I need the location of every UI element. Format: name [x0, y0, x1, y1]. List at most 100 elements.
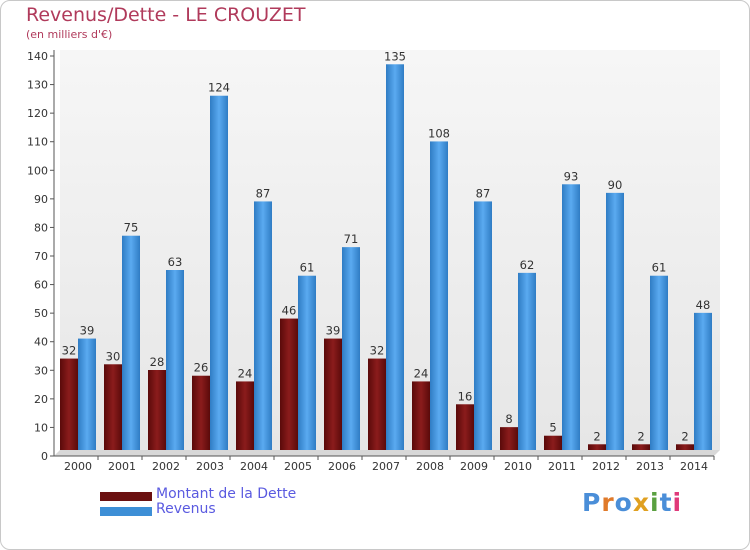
- data-label-dette: 30: [106, 349, 121, 363]
- bar-dette: [632, 444, 650, 450]
- data-label-dette: 46: [282, 304, 297, 318]
- bar-revenus: [606, 192, 624, 450]
- x-tick-label: 2012: [592, 460, 620, 473]
- bar-revenus: [518, 272, 536, 450]
- y-tick-label: 60: [34, 279, 48, 292]
- data-label-dette: 2: [637, 429, 644, 443]
- data-label-revenus: 124: [208, 81, 230, 95]
- data-label-dette: 32: [62, 344, 77, 358]
- y-tick-label: 90: [34, 193, 48, 206]
- y-tick-label: 80: [34, 221, 48, 234]
- logo-letter: i: [672, 488, 683, 517]
- bar-dette: [456, 404, 474, 450]
- legend-label-dette: Montant de la Dette: [156, 486, 297, 502]
- y-tick-label: 130: [27, 79, 48, 92]
- x-tick-label: 2011: [548, 460, 576, 473]
- data-label-revenus: 135: [384, 49, 406, 63]
- bar-revenus: [298, 275, 316, 450]
- data-label-dette: 39: [326, 324, 341, 338]
- x-tick-label: 2009: [460, 460, 488, 473]
- data-label-revenus: 90: [608, 178, 623, 192]
- bar-revenus: [474, 201, 492, 450]
- data-label-dette: 2: [593, 429, 600, 443]
- y-tick-label: 0: [41, 450, 48, 463]
- logo-letter: P: [582, 488, 602, 517]
- logo-letter: r: [601, 488, 615, 517]
- data-label-revenus: 61: [652, 261, 667, 275]
- data-label-dette: 28: [150, 355, 165, 369]
- x-tick-label: 2002: [152, 460, 180, 473]
- data-label-revenus: 87: [476, 186, 491, 200]
- plot-floor: [54, 450, 720, 456]
- chart-title: Revenus/Dette - LE CROUZET: [26, 4, 306, 26]
- bar-revenus: [210, 95, 228, 450]
- bar-dette: [60, 358, 78, 450]
- logo-letter: i: [650, 488, 660, 517]
- bar-revenus: [694, 312, 712, 450]
- x-tick-label: 2000: [64, 460, 92, 473]
- x-tick-label: 2001: [108, 460, 136, 473]
- data-label-revenus: 87: [256, 186, 271, 200]
- bar-dette: [544, 435, 562, 450]
- y-tick-label: 100: [27, 164, 48, 177]
- data-label-dette: 24: [238, 366, 253, 380]
- bar-dette: [104, 364, 122, 450]
- y-tick-label: 120: [27, 107, 48, 120]
- bar-dette: [588, 444, 606, 450]
- data-label-revenus: 61: [300, 261, 315, 275]
- x-tick-label: 2014: [680, 460, 708, 473]
- x-tick-label: 2004: [240, 460, 268, 473]
- bar-revenus: [386, 64, 404, 451]
- bar-revenus: [78, 338, 96, 450]
- y-tick-label: 110: [27, 136, 48, 149]
- data-label-dette: 26: [194, 361, 209, 375]
- y-tick-label: 50: [34, 307, 48, 320]
- bar-dette: [280, 318, 298, 450]
- y-tick-label: 40: [34, 336, 48, 349]
- y-tick-label: 70: [34, 250, 48, 263]
- x-tick-label: 2003: [196, 460, 224, 473]
- chart-subtitle: (en milliers d'€): [26, 28, 113, 41]
- data-label-dette: 8: [505, 412, 512, 426]
- data-label-dette: 16: [458, 389, 473, 403]
- bar-dette: [192, 375, 210, 450]
- data-label-revenus: 62: [520, 258, 535, 272]
- bar-revenus: [122, 235, 140, 450]
- bar-dette: [368, 358, 386, 450]
- data-label-dette: 2: [681, 429, 688, 443]
- bar-revenus: [562, 184, 580, 451]
- proxiti-logo: Proxiti: [582, 488, 682, 517]
- bar-revenus: [254, 201, 272, 450]
- x-tick-label: 2008: [416, 460, 444, 473]
- legend-label-revenus: Revenus: [156, 501, 216, 517]
- data-label-revenus: 63: [168, 255, 183, 269]
- data-label-dette: 24: [414, 366, 429, 380]
- legend-swatch-dette: [100, 492, 152, 501]
- bar-revenus: [650, 275, 668, 450]
- data-label-dette: 32: [370, 344, 385, 358]
- logo-letter: t: [659, 488, 673, 517]
- x-tick-label: 2007: [372, 460, 400, 473]
- x-tick-label: 2006: [328, 460, 356, 473]
- bar-revenus: [342, 247, 360, 450]
- data-label-revenus: 48: [696, 298, 711, 312]
- bar-dette: [324, 338, 342, 450]
- bar-dette: [500, 427, 518, 450]
- data-label-revenus: 108: [428, 126, 450, 140]
- bar-dette: [676, 444, 694, 450]
- bar-revenus: [430, 141, 448, 450]
- y-tick-label: 20: [34, 393, 48, 406]
- data-label-revenus: 71: [344, 232, 359, 246]
- logo-letter: x: [632, 488, 650, 517]
- data-label-revenus: 75: [124, 221, 139, 235]
- x-tick-label: 2010: [504, 460, 532, 473]
- y-tick-label: 10: [34, 421, 48, 434]
- bar-dette: [412, 381, 430, 450]
- data-label-dette: 5: [549, 421, 556, 435]
- y-tick-label: 140: [27, 50, 48, 63]
- data-label-revenus: 93: [564, 169, 579, 183]
- bar-revenus: [166, 270, 184, 450]
- y-tick-label: 30: [34, 364, 48, 377]
- logo-letter: o: [614, 488, 633, 517]
